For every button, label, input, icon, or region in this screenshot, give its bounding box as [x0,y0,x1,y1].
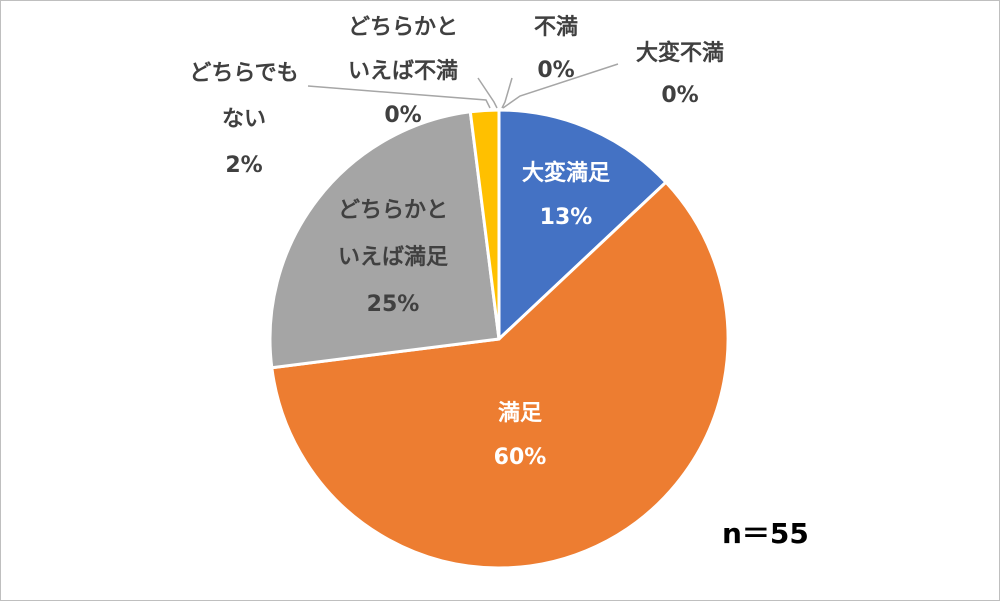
sample-size-label: n＝55 [722,517,809,550]
data-label-3-line-1: ない [222,107,266,132]
data-label-3-line-0: どちらでも [189,61,298,86]
data-label-5-line-1: 0% [537,58,574,83]
data-label-1-line-0: 満足 [498,400,542,426]
pie-slice-1 [270,180,730,570]
data-label-1-line-1: 60% [494,445,547,470]
data-label-6-line-1: 0% [661,83,698,108]
data-label-6: 大変不満 0% [636,40,724,108]
data-label-4-line-0: どちらかと [348,15,458,40]
pie-slice-3 [468,108,501,341]
data-label-1: 満足 60% [494,400,547,470]
data-label-4: どちらかといえば不満 0% [348,15,458,128]
data-label-4-line-2: 0% [384,103,421,128]
data-label-2-line-2: 25% [367,292,420,317]
data-label-0-line-0: 大変満足 [522,160,610,186]
data-label-2-line-1: いえば満足 [338,244,448,270]
leader-line-4 [477,77,498,109]
data-label-6-line-0: 大変不満 [636,40,724,66]
data-label-5-line-0: 不満 [534,14,578,40]
data-label-5: 不満 0% [534,14,578,83]
data-label-2: どちらかといえば満足 25% [338,198,448,317]
pie-slice-0 [497,108,668,341]
data-label-3: どちらでもない 2% [189,61,298,178]
data-label-0-line-1: 13% [540,205,593,230]
data-label-3-line-2: 2% [225,153,262,178]
leader-line-3 [307,85,491,109]
leader-line-6 [502,63,619,109]
data-label-0: 大変満足 13% [522,160,610,230]
leader-line-5 [501,77,513,109]
data-label-4-line-1: いえば不満 [348,58,458,84]
pie-slice-2 [268,110,501,370]
data-label-2-line-0: どちらかと [338,198,448,223]
